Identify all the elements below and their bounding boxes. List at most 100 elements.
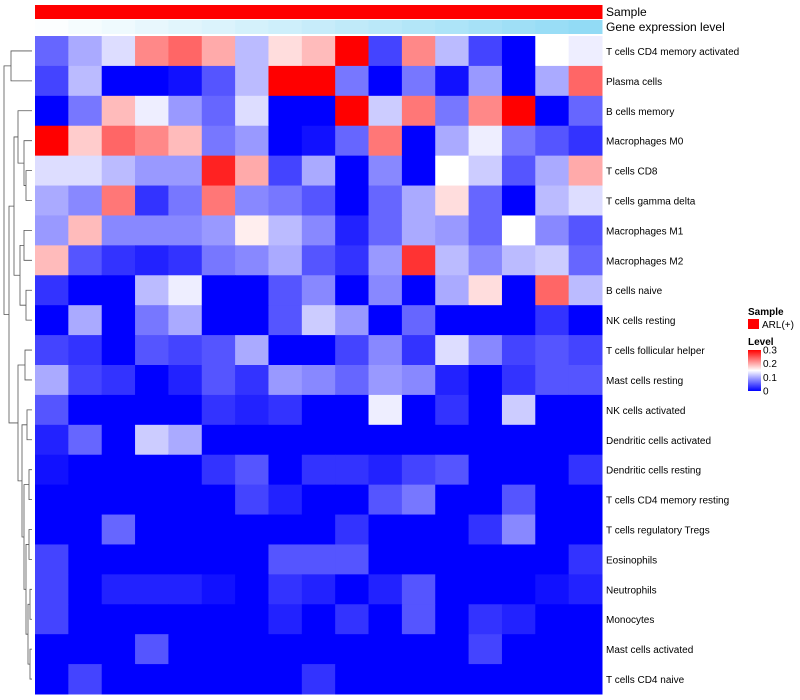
heatmap-cell (468, 484, 503, 516)
heatmap-cell (235, 305, 269, 336)
heatmap-cell (101, 454, 136, 486)
dendrogram-branch (28, 529, 32, 560)
sample-annotation-cell (501, 5, 536, 19)
heatmap-cell (335, 155, 370, 187)
dendrogram-branch (13, 136, 20, 276)
dendrogram-branch (25, 170, 32, 201)
heatmap-cell (501, 125, 536, 157)
heatmap-cell (35, 394, 69, 426)
heatmap-cell (401, 36, 436, 67)
heatmap-cell (35, 155, 69, 187)
heatmap-cell (235, 484, 269, 516)
heatmap-cell (368, 424, 403, 456)
heatmap-cell (235, 574, 269, 605)
heatmap-cell (335, 574, 370, 605)
gene-expression-annotation-cell (168, 20, 203, 34)
heatmap-cell (301, 155, 336, 187)
heatmap-cell (168, 245, 203, 276)
heatmap-cell (435, 275, 470, 306)
dendrogram-branch (21, 424, 27, 538)
heatmap-cell (101, 305, 136, 336)
heatmap-cell (201, 424, 236, 456)
heatmap-cell (201, 664, 236, 695)
heatmap-cell (368, 454, 403, 486)
heatmap-cell (135, 514, 169, 545)
heatmap-cell (101, 424, 136, 456)
heatmap-cell (301, 544, 336, 575)
heatmap-cell (35, 36, 69, 67)
heatmap-cell (235, 125, 269, 157)
heatmap-cell (268, 604, 303, 635)
heatmap-cell (568, 514, 603, 545)
heatmap-cell (235, 514, 269, 545)
heatmap-cell (135, 394, 169, 426)
heatmap-cell (68, 335, 103, 366)
heatmap-cell (135, 95, 169, 127)
heatmap-cell (368, 604, 403, 635)
heatmap-cell (535, 454, 570, 486)
heatmap-cell (101, 664, 136, 695)
heatmap-cell (235, 155, 269, 187)
heatmap-cell (68, 634, 103, 665)
heatmap-cell (435, 604, 470, 635)
heatmap-cell (535, 365, 570, 396)
heatmap-cell (235, 604, 269, 635)
heatmap-cell (435, 335, 470, 366)
row-label: Macrophages M2 (606, 256, 684, 267)
heatmap-cell (335, 335, 370, 366)
heatmap-cell (568, 454, 603, 486)
heatmap-cell (301, 245, 336, 276)
heatmap-cell (335, 634, 370, 665)
heatmap-cell (435, 185, 470, 216)
heatmap-cell (335, 65, 370, 97)
heatmap-cell (268, 454, 303, 486)
heatmap-cell (268, 544, 303, 575)
heatmap-cell (401, 305, 436, 336)
heatmap-cell (535, 65, 570, 97)
heatmap-cell (268, 275, 303, 306)
heatmap-cell (335, 484, 370, 516)
heatmap-cell (568, 335, 603, 366)
heatmap-cell (501, 185, 536, 216)
heatmap-cell (368, 36, 403, 67)
heatmap-cell (368, 514, 403, 545)
heatmap-cell (568, 275, 603, 306)
heatmap-cell (468, 275, 503, 306)
heatmap-cell (168, 664, 203, 695)
heatmap-cell (35, 574, 69, 605)
heatmap-cells (35, 36, 603, 695)
heatmap-cell (535, 484, 570, 516)
heatmap-cell (135, 305, 169, 336)
heatmap-cell (568, 305, 603, 336)
legend-ticks: 0.3 0.2 0.1 0 (763, 346, 777, 398)
heatmap-cell (268, 484, 303, 516)
heatmap-cell (335, 125, 370, 157)
heatmap-cell (168, 36, 203, 67)
heatmap-cell (35, 65, 69, 97)
heatmap-cell (35, 424, 69, 456)
row-label: B cells memory (606, 107, 674, 118)
heatmap-cell (101, 394, 136, 426)
heatmap-cell (268, 664, 303, 695)
heatmap-cell (535, 275, 570, 306)
heatmap-cell (335, 514, 370, 545)
row-label: B cells naive (606, 286, 663, 297)
heatmap-cell (235, 95, 269, 127)
heatmap-cell (435, 305, 470, 336)
heatmap-cell (301, 514, 336, 545)
heatmap-cell (201, 544, 236, 575)
heatmap-cell (401, 335, 436, 366)
heatmap-cell (201, 155, 236, 187)
heatmap-cell (101, 514, 136, 545)
heatmap-cell (335, 544, 370, 575)
heatmap-cell (468, 155, 503, 187)
dendrogram-branch (29, 648, 32, 680)
heatmap-cell (268, 335, 303, 366)
sample-annotation-cell (568, 5, 603, 19)
heatmap-cell (568, 36, 603, 67)
heatmap-cell (535, 335, 570, 366)
heatmap-cell (168, 634, 203, 665)
gene-expression-annotation-cell (68, 20, 103, 34)
heatmap-cell (168, 424, 203, 456)
